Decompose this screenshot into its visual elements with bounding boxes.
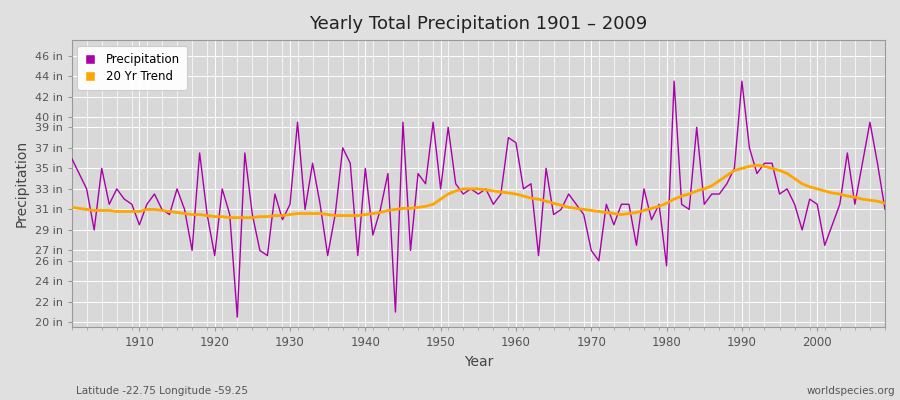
Y-axis label: Precipitation: Precipitation	[15, 140, 29, 227]
X-axis label: Year: Year	[464, 355, 493, 369]
Title: Yearly Total Precipitation 1901 – 2009: Yearly Total Precipitation 1901 – 2009	[310, 15, 647, 33]
Text: Latitude -22.75 Longitude -59.25: Latitude -22.75 Longitude -59.25	[76, 386, 248, 396]
Legend: Precipitation, 20 Yr Trend: Precipitation, 20 Yr Trend	[77, 46, 187, 90]
Text: worldspecies.org: worldspecies.org	[807, 386, 896, 396]
